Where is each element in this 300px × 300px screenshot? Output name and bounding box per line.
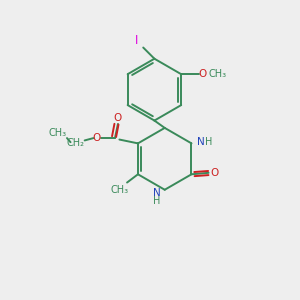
- Text: O: O: [92, 133, 101, 143]
- Text: CH₃: CH₃: [208, 69, 227, 79]
- Text: I: I: [135, 34, 138, 47]
- Text: O: O: [199, 69, 207, 79]
- Text: H: H: [153, 196, 160, 206]
- Text: O: O: [114, 113, 122, 123]
- Text: N: N: [197, 137, 205, 147]
- Text: CH₃: CH₃: [110, 184, 128, 195]
- Text: H: H: [205, 137, 212, 147]
- Text: O: O: [210, 168, 218, 178]
- Text: CH₃: CH₃: [49, 128, 67, 138]
- Text: CH₂: CH₂: [67, 138, 85, 148]
- Text: N: N: [153, 188, 160, 198]
